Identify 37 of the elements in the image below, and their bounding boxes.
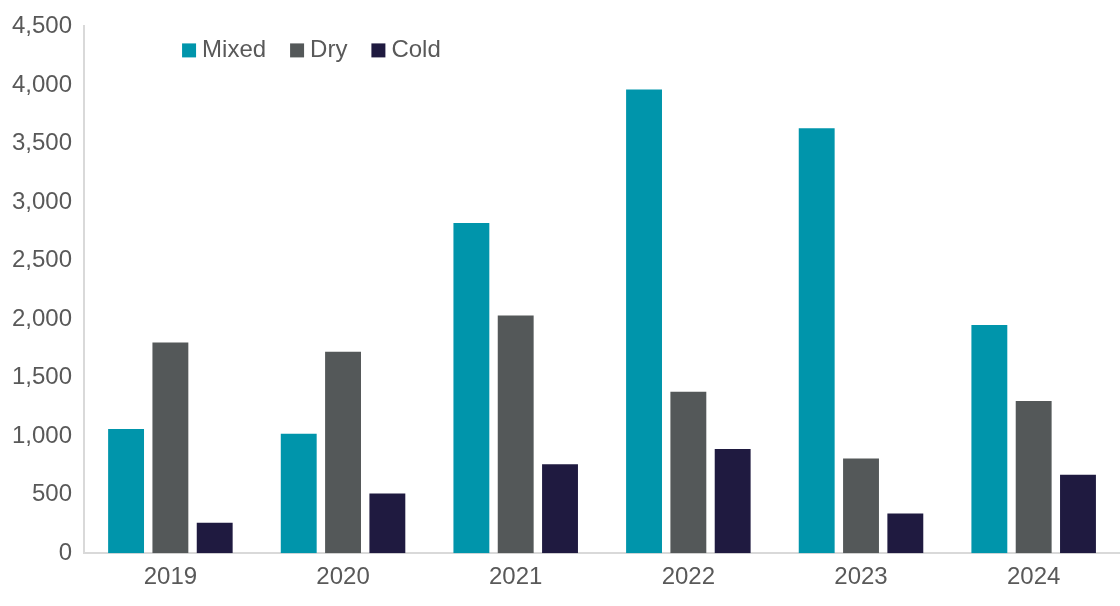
- bar: [670, 391, 707, 554]
- bar: [152, 342, 189, 554]
- legend-label: Mixed: [202, 35, 267, 63]
- bar: [325, 351, 361, 554]
- legend-label: Cold: [391, 35, 441, 63]
- x-tick-label: 2019: [143, 562, 198, 590]
- y-tick-label: 2,000: [12, 303, 73, 331]
- bar: [971, 324, 1008, 554]
- y-tick-label: 4,500: [12, 11, 73, 39]
- bar: [542, 464, 578, 554]
- y-tick-label: 3,500: [12, 128, 73, 156]
- bar: [1015, 401, 1052, 554]
- bar: [626, 89, 662, 554]
- y-tick-label: 1,000: [12, 420, 73, 448]
- y-tick-label: 0: [58, 537, 73, 565]
- bar: [843, 458, 879, 554]
- x-tick-label: 2023: [834, 562, 888, 590]
- y-tick-label: 3,000: [12, 186, 73, 214]
- x-tick-label: 2021: [489, 562, 543, 590]
- x-tick-label: 2024: [1006, 562, 1061, 590]
- bar: [887, 513, 924, 554]
- legend-label: Dry: [310, 35, 348, 63]
- x-tick-label: 2022: [661, 562, 716, 590]
- bar: [196, 522, 233, 554]
- bar: [497, 315, 534, 554]
- bar: [369, 493, 406, 554]
- bar: [798, 128, 835, 554]
- y-tick-label: 2,500: [12, 245, 73, 273]
- bar: [108, 429, 145, 554]
- bar: [453, 223, 490, 554]
- y-tick-label: 1,500: [12, 362, 73, 390]
- x-tick-label: 2020: [316, 562, 370, 590]
- y-tick-label: 4,000: [12, 69, 73, 97]
- bar: [280, 433, 317, 554]
- bar: [1060, 474, 1096, 554]
- y-tick-label: 500: [32, 479, 73, 507]
- bar: [714, 449, 751, 554]
